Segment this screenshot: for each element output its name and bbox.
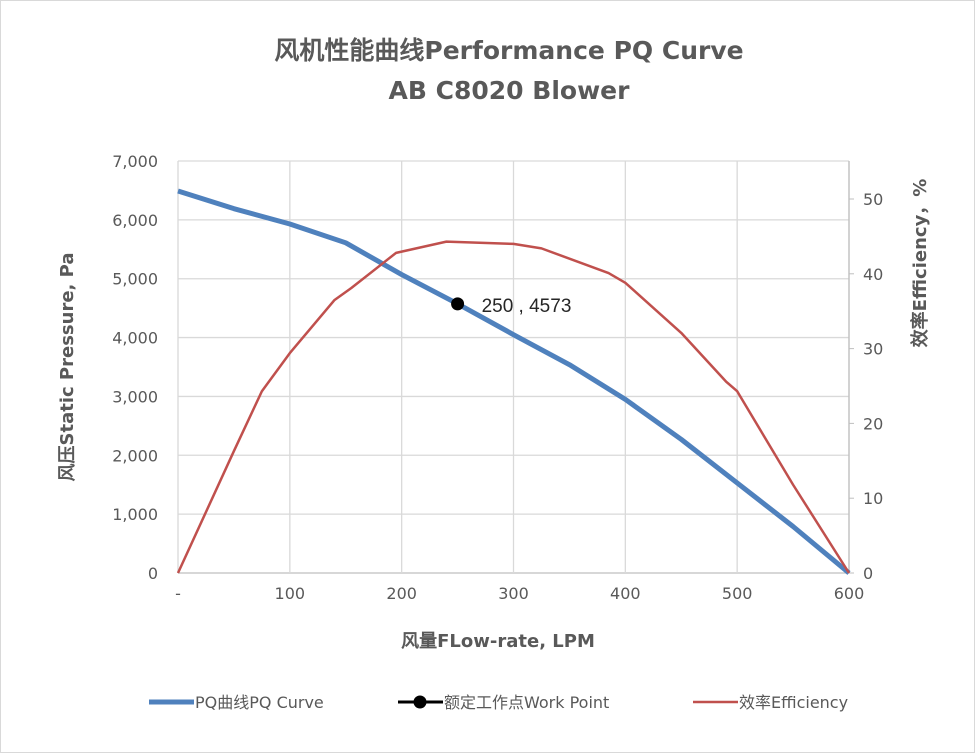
legend-marker xyxy=(413,695,427,709)
x-tick-label: - xyxy=(175,584,181,603)
chart-title: 风机性能曲线Performance PQ Curve xyxy=(274,36,743,65)
y2-tick-label: 10 xyxy=(863,489,883,508)
legend-label: PQ曲线PQ Curve xyxy=(195,693,324,712)
y-tick-label: 0 xyxy=(148,564,158,583)
legend-label: 额定工作点Work Point xyxy=(444,693,609,712)
pq-curve-line xyxy=(177,188,851,575)
x-tick-label: 300 xyxy=(498,584,529,603)
y-axis-label: 风压Static Pressure, Pa xyxy=(57,253,78,482)
y-tick-label: 2,000 xyxy=(112,446,158,465)
work-point-marker xyxy=(451,297,465,311)
work-point-label: 250 , 4573 xyxy=(482,296,572,317)
y2-axis-label: 效率Efficiency，% xyxy=(909,179,931,348)
y-tick-label: 5,000 xyxy=(112,270,158,289)
y2-tick-label: 50 xyxy=(863,190,883,209)
y-tick-label: 1,000 xyxy=(112,505,158,524)
efficiency-line xyxy=(176,240,851,574)
y2-tick-label: 40 xyxy=(863,265,883,284)
y-tick-label: 7,000 xyxy=(112,152,158,171)
y2-tick-label: 20 xyxy=(863,414,883,433)
y-tick-label: 4,000 xyxy=(112,329,158,348)
x-tick-label: 200 xyxy=(386,584,417,603)
x-tick-label: 500 xyxy=(722,584,753,603)
y-tick-label: 6,000 xyxy=(112,211,158,230)
y2-tick-label: 0 xyxy=(863,564,873,583)
x-axis-label: 风量FLow-rate, LPM xyxy=(401,630,595,652)
x-tick-label: 400 xyxy=(610,584,641,603)
y2-tick-label: 30 xyxy=(863,340,883,359)
chart-subtitle: AB C8020 Blower xyxy=(389,76,631,105)
x-tick-label: 100 xyxy=(275,584,306,603)
y-tick-label: 3,000 xyxy=(112,387,158,406)
x-tick-label: 600 xyxy=(834,584,865,603)
legend-label: 效率Efficiency xyxy=(739,693,848,712)
